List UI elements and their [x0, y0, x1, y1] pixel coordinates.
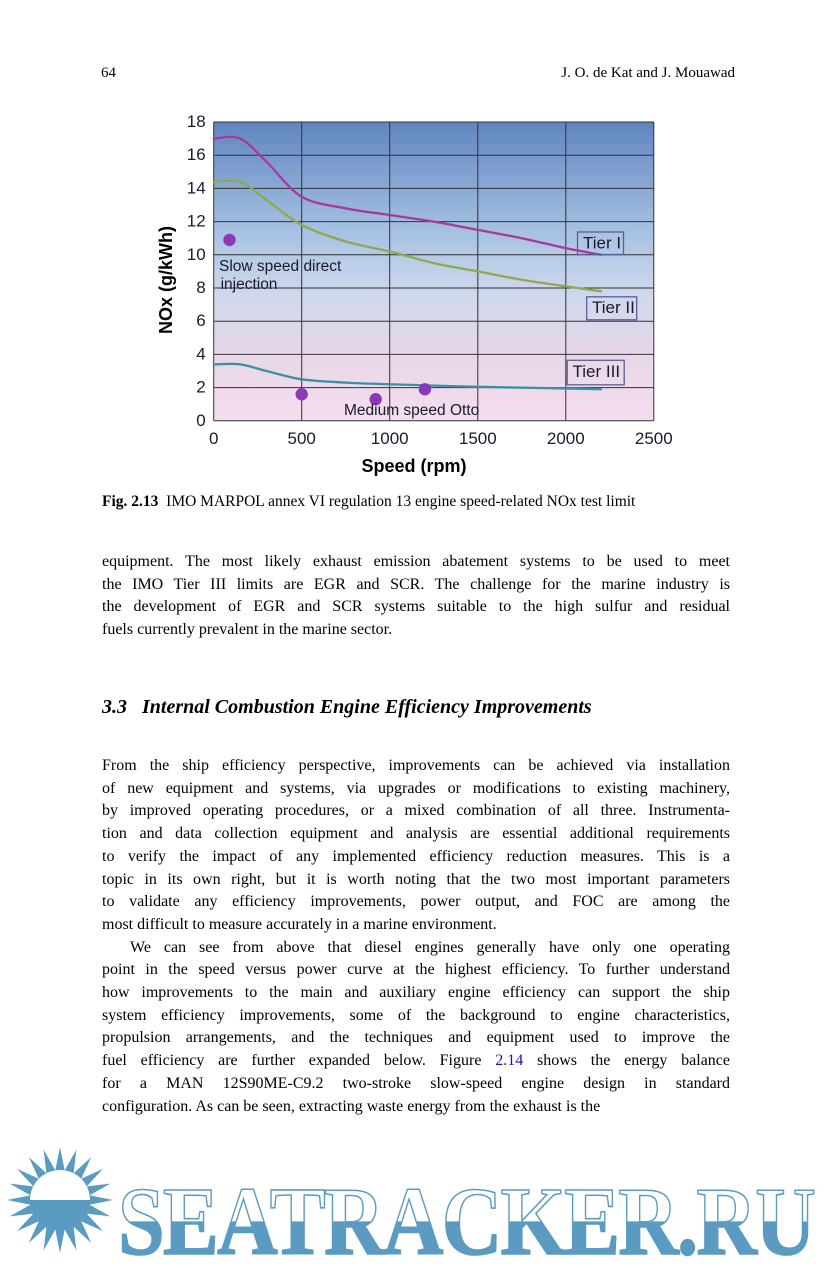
svg-text:0: 0 — [196, 411, 205, 430]
svg-text:Tier II: Tier II — [592, 298, 635, 317]
svg-text:2000: 2000 — [547, 429, 585, 448]
svg-text:Speed (rpm): Speed (rpm) — [361, 456, 466, 476]
svg-text:18: 18 — [187, 112, 206, 131]
svg-text:Tier I: Tier I — [583, 234, 621, 253]
svg-text:6: 6 — [196, 311, 205, 330]
svg-text:1500: 1500 — [459, 429, 497, 448]
svg-text:1000: 1000 — [371, 429, 409, 448]
svg-text:Slow speed direct: Slow speed direct — [219, 258, 342, 275]
svg-text:4: 4 — [196, 344, 205, 363]
svg-text:8: 8 — [196, 278, 205, 297]
svg-text:500: 500 — [288, 429, 316, 448]
svg-text:Tier III: Tier III — [573, 362, 621, 381]
svg-text:injection: injection — [221, 276, 278, 293]
svg-text:14: 14 — [187, 178, 206, 197]
svg-text:2500: 2500 — [635, 429, 673, 448]
svg-text:16: 16 — [187, 145, 206, 164]
svg-text:2: 2 — [196, 378, 205, 397]
svg-text:10: 10 — [187, 245, 206, 264]
svg-text:12: 12 — [187, 212, 206, 231]
svg-text:Medium speed Otto: Medium speed Otto — [344, 402, 479, 419]
svg-text:0: 0 — [209, 429, 218, 448]
svg-text:NOx (g/kWh): NOx (g/kWh) — [156, 226, 176, 334]
